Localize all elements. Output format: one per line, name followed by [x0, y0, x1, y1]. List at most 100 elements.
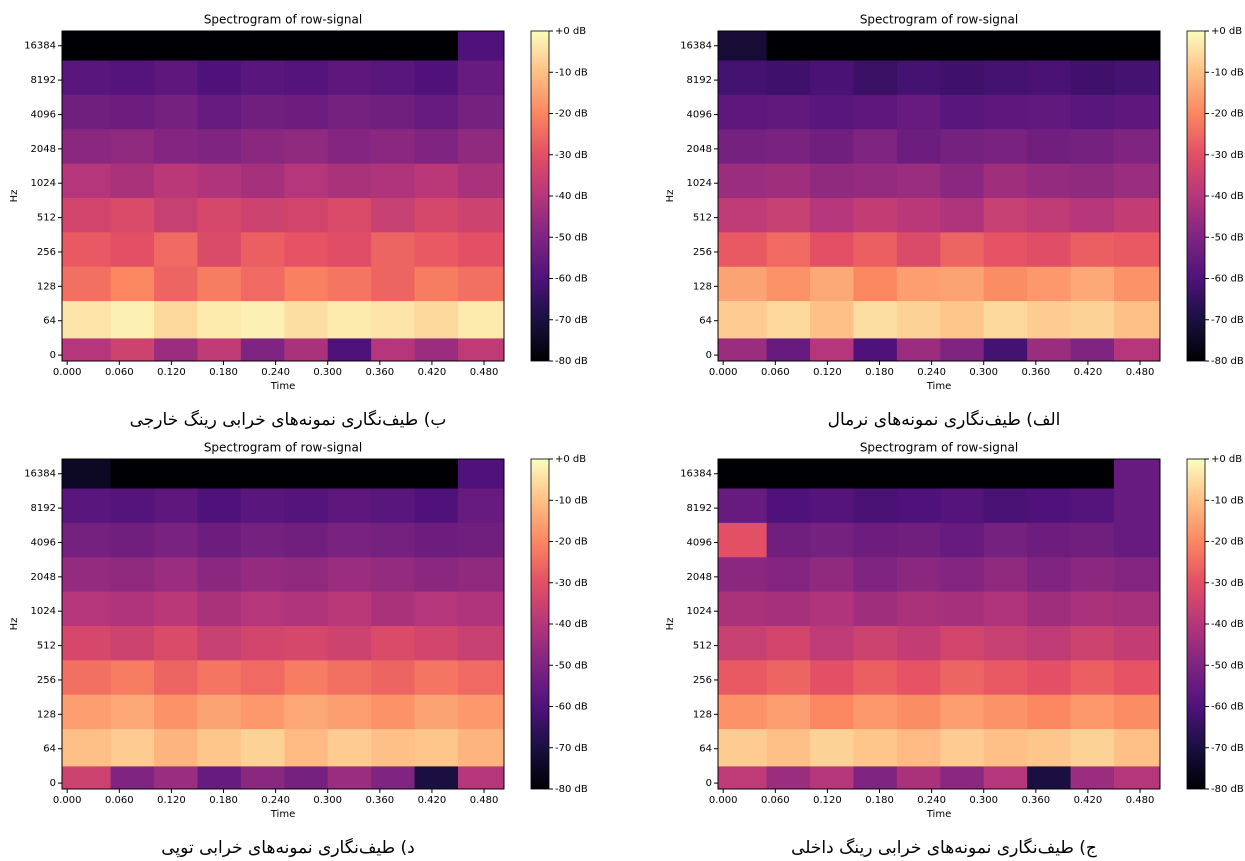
heatmap-cell [1027, 487, 1072, 523]
heatmap-cell [154, 659, 198, 695]
heatmap-cell [718, 231, 768, 267]
heatmap-cell [1070, 163, 1115, 198]
colorbar-tick-label: -70 dB [1211, 315, 1244, 326]
y-tick-label: 512 [37, 213, 56, 224]
caption: ب) طیف‌نگاری نمونه‌های خرابی رینگ خارجی [130, 409, 447, 430]
y-tick-label: 0 [706, 778, 712, 789]
heatmap-cell [983, 694, 1028, 730]
heatmap-cell [983, 31, 1028, 61]
heatmap-cell [1070, 659, 1115, 695]
heatmap-cell [766, 59, 811, 95]
x-tick-label: 0.120 [157, 367, 186, 378]
x-tick-label: 0.420 [1074, 367, 1103, 378]
x-tick-label: 0.060 [761, 367, 790, 378]
heatmap-cell [371, 765, 416, 790]
colorbar-tick-label: +0 dB [555, 26, 586, 37]
heatmap-cell [154, 625, 198, 661]
axes-frame [61, 30, 505, 362]
heatmap-cell [457, 163, 505, 198]
colorbar-tick-label: -60 dB [1211, 702, 1244, 713]
heatmap-cell [197, 128, 242, 164]
heatmap-cell [718, 94, 768, 130]
y-tick-label: 0 [706, 350, 712, 361]
y-tick-label: 8192 [31, 75, 56, 86]
heatmap-cell [457, 59, 505, 95]
heatmap-cell [1113, 625, 1161, 661]
heatmap-cell [1070, 459, 1115, 489]
y-tick-label: 64 [699, 744, 712, 755]
colorbar-tick-label: -20 dB [1211, 109, 1244, 120]
heatmap-cell [810, 128, 854, 164]
heatmap-cell [1070, 591, 1115, 626]
heatmap-cell [154, 300, 198, 339]
heatmap-cell [1070, 337, 1115, 362]
heatmap-cell [718, 128, 768, 164]
colorbar-tick-label: -30 dB [1211, 150, 1244, 161]
heatmap-cell [414, 300, 459, 339]
x-tick-label: 0.060 [761, 795, 790, 806]
y-tick-label: 16384 [680, 41, 712, 52]
heatmap-cell [197, 659, 242, 695]
heatmap-cell [1070, 266, 1115, 302]
heatmap-cell [371, 231, 416, 267]
heatmap-cell [940, 694, 985, 730]
heatmap-cell [284, 266, 329, 302]
x-tick-label: 0.360 [1022, 367, 1051, 378]
heatmap-cell [983, 94, 1028, 130]
chart-title: Spectrogram of row-signal [860, 441, 1018, 455]
heatmap-cell [457, 94, 505, 130]
colorbar-tick-label: -10 dB [555, 495, 588, 506]
heatmap-cell [1027, 300, 1072, 339]
heatmap-cell [940, 94, 985, 130]
colorbar-tick-label: -50 dB [555, 660, 588, 671]
heatmap-cell [983, 459, 1028, 489]
heatmap-cell [457, 337, 505, 362]
colorbar-tick-label: -10 dB [1211, 495, 1244, 506]
heatmap-cell [1027, 556, 1072, 592]
heatmap-cell [371, 694, 416, 730]
heatmap-cell [1027, 625, 1072, 661]
heatmap-cell [154, 487, 198, 523]
heatmap-cell [1113, 337, 1161, 362]
heatmap-cell [1070, 765, 1115, 790]
x-tick-label: 0.120 [813, 795, 842, 806]
colorbar [530, 458, 550, 790]
heatmap-cell [983, 231, 1028, 267]
heatmap-cell [940, 728, 985, 767]
colorbar-tick-label: -60 dB [1211, 274, 1244, 285]
heatmap-cell [1113, 522, 1161, 558]
heatmap-cell [983, 728, 1028, 767]
heatmap-cell [940, 625, 985, 661]
heatmap-cell [1113, 266, 1161, 302]
heatmap-cell [940, 337, 985, 362]
heatmap-cell [896, 625, 941, 661]
heatmap-cell [240, 59, 285, 95]
heatmap-cell [284, 694, 329, 730]
caption: الف) طیف‌نگاری نمونه‌های نرمال [828, 409, 1061, 430]
heatmap-cell [327, 94, 372, 130]
heatmap-cell [896, 128, 941, 164]
heatmap-cell [718, 591, 768, 626]
heatmap-cell [327, 197, 372, 233]
heatmap-cell [940, 522, 985, 558]
y-tick-label: 128 [37, 281, 56, 292]
heatmap-cell [940, 128, 985, 164]
heatmap-cell [718, 659, 768, 695]
heatmap-cell [62, 231, 112, 267]
heatmap-cell [197, 266, 242, 302]
y-tick-label: 16384 [24, 469, 56, 480]
heatmap-cell [154, 197, 198, 233]
heatmap-cell [940, 59, 985, 95]
heatmap-cell [1027, 59, 1072, 95]
heatmap-cell [284, 728, 329, 767]
heatmap-cell [197, 300, 242, 339]
heatmap-cell [284, 625, 329, 661]
heatmap-cell [718, 300, 768, 339]
colorbar-tick-label: -40 dB [555, 191, 588, 202]
heatmap-cell [414, 556, 459, 592]
heatmap-cell [110, 728, 155, 767]
x-tick-label: 0.180 [209, 367, 238, 378]
heatmap-cell [718, 337, 768, 362]
x-tick-label: 0.060 [105, 795, 134, 806]
heatmap-cell [240, 625, 285, 661]
